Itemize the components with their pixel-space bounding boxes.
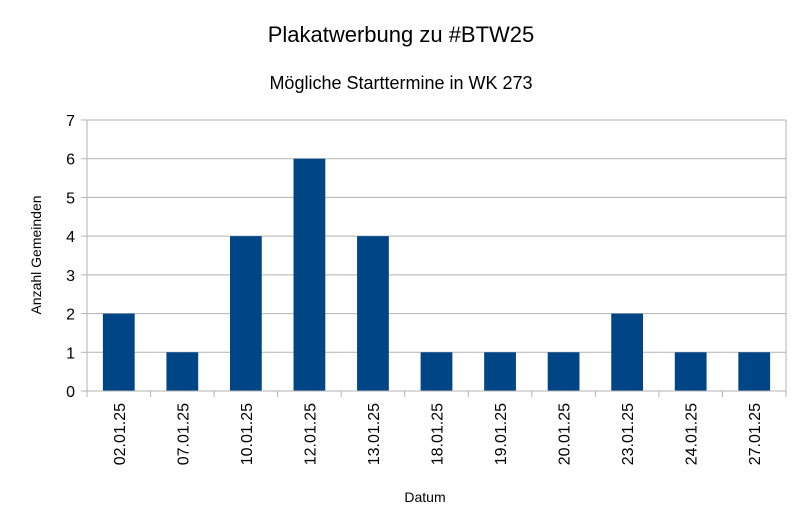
x-tick-label: 19.01.25 [493, 403, 510, 465]
bar-18.01.25 [420, 352, 453, 391]
bar-24.01.25 [674, 352, 707, 391]
x-axis-label: Datum [404, 489, 445, 505]
bar-13.01.25 [357, 236, 389, 391]
y-tick-label: 4 [66, 229, 75, 246]
y-tick-label: 0 [66, 384, 75, 401]
bar-27.01.25 [738, 352, 771, 391]
y-tick-labels: 0 1 2 3 4 5 6 7 [66, 113, 75, 401]
chart-title: Plakatwerbung zu #BTW25 [267, 22, 535, 47]
bar-02.01.25 [102, 313, 135, 391]
x-tick-label: 27.01.25 [747, 403, 764, 465]
bar-07.01.25 [166, 352, 199, 391]
x-tick-label: 20.01.25 [557, 403, 574, 465]
gridlines [87, 119, 786, 353]
x-tick-label: 24.01.25 [684, 403, 701, 465]
y-tick-label: 1 [66, 345, 75, 362]
y-tick-label: 6 [66, 152, 75, 169]
y-tick-label: 2 [66, 307, 75, 324]
y-tick-label: 5 [66, 190, 75, 207]
x-tick-label: 18.01.25 [430, 403, 447, 465]
x-tick-label: 07.01.25 [175, 403, 192, 465]
x-tick-label: 02.01.25 [112, 403, 129, 465]
y-axis-label: Anzahl Gemeinden [28, 195, 44, 314]
bars [102, 158, 771, 391]
bar-20.01.25 [547, 352, 580, 391]
x-tick-label: 23.01.25 [620, 403, 637, 465]
x-tick-label: 10.01.25 [239, 403, 256, 465]
bar-23.01.25 [611, 313, 644, 391]
chart-subtitle: Mögliche Starttermine in WK 273 [269, 73, 533, 93]
y-tick-label: 3 [66, 268, 75, 285]
bar-12.01.25 [293, 158, 326, 391]
bar-10.01.25 [229, 236, 262, 391]
axes [81, 119, 787, 397]
x-tick-labels: 02.01.25 07.01.25 10.01.25 12.01.25 13.01.25… [112, 403, 764, 465]
bar-19.01.25 [484, 352, 516, 391]
x-tick-label: 12.01.25 [302, 403, 319, 465]
x-tick-label: 13.01.25 [366, 403, 383, 465]
y-tick-label: 7 [66, 113, 75, 130]
